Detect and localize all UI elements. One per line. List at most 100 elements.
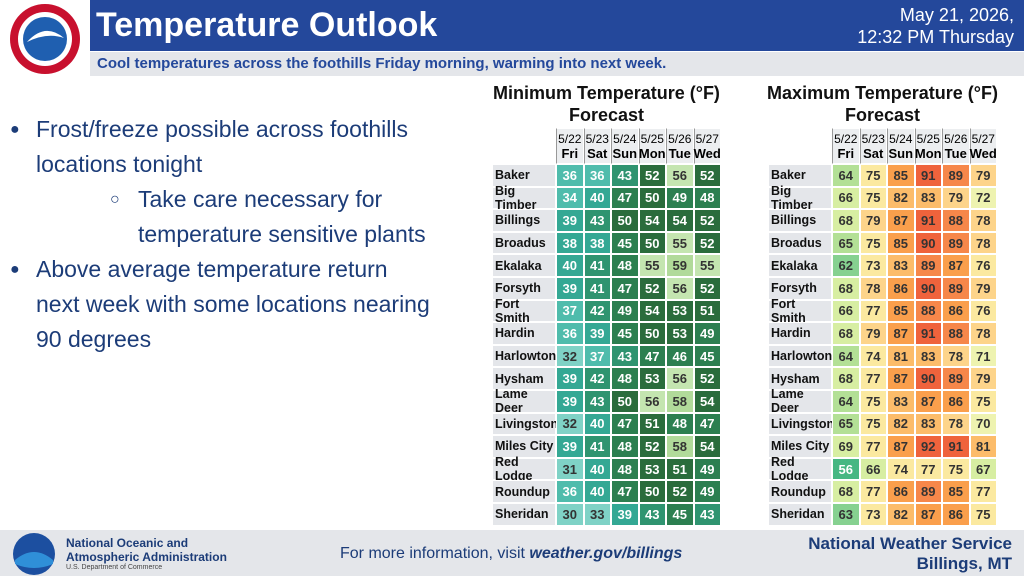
temperature-cell: 79: [969, 277, 997, 300]
row-name: Red Lodge: [768, 455, 832, 483]
row-name: Roundup: [768, 480, 832, 503]
row-name: Broadus: [492, 231, 556, 255]
corner: [768, 128, 832, 164]
temperature-cell: 53: [638, 457, 666, 481]
footer: National Oceanic and Atmospheric Adminis…: [0, 530, 1024, 576]
column-date: 5/22: [558, 131, 582, 146]
temperature-cell: 42: [583, 299, 611, 323]
temperature-cell: 68: [832, 367, 860, 390]
temperature-cell: 40: [583, 186, 611, 210]
temperature-cell: 85: [942, 480, 970, 503]
temperature-cell: 49: [693, 322, 721, 345]
column-date: 5/25: [640, 131, 664, 146]
temperature-cell: 75: [859, 164, 887, 187]
temperature-cell: 87: [887, 367, 915, 390]
temperature-cell: 43: [583, 390, 611, 413]
temperature-cell: 56: [666, 277, 694, 300]
bullet: Above average temperature return next we…: [10, 252, 430, 357]
temperature-cell: 77: [859, 480, 887, 503]
temperature-cell: 88: [914, 299, 942, 323]
temperature-cell: 90: [914, 367, 942, 390]
row-name: Sheridan: [492, 503, 556, 526]
temperature-cell: 85: [887, 299, 915, 323]
temperature-cell: 52: [666, 480, 694, 503]
temperature-cell: 39: [556, 277, 584, 300]
column-day: Sun: [612, 145, 638, 161]
temperature-cell: 36: [556, 480, 584, 503]
column-day: Sun: [888, 145, 914, 161]
temperature-cell: 43: [583, 209, 611, 232]
temperature-cell: 40: [583, 457, 611, 481]
temperature-cell: 90: [914, 231, 942, 255]
row-name: Livingston: [768, 412, 834, 436]
temperature-cell: 65: [832, 231, 860, 255]
temperature-cell: 78: [969, 209, 997, 232]
temperature-cell: 47: [611, 412, 639, 436]
temperature-cell: 52: [693, 231, 721, 255]
column-day: Mon: [638, 145, 666, 161]
temperature-cell: 89: [942, 367, 970, 390]
link[interactable]: weather.gov/billings: [529, 545, 683, 562]
row-name: Miles City: [768, 435, 832, 458]
temperature-cell: 71: [969, 344, 997, 368]
temperature-cell: 51: [693, 299, 721, 323]
row-name: Hardin: [492, 322, 556, 345]
column-day: Tue: [944, 145, 967, 161]
temperature-cell: 52: [638, 164, 666, 187]
temperature-cell: 89: [914, 480, 942, 503]
table-title: Minimum Temperature (°F) Forecast: [482, 82, 731, 126]
temperature-cell: 64: [832, 390, 860, 413]
temperature-cell: 87: [942, 254, 970, 277]
temperature-cell: 56: [666, 164, 694, 187]
temperature-cell: 39: [556, 209, 584, 232]
temperature-cell: 48: [611, 457, 639, 481]
temperature-cell: 75: [859, 186, 887, 210]
temperature-cell: 88: [942, 322, 970, 345]
temperature-cell: 41: [583, 435, 611, 458]
temperature-cell: 39: [556, 435, 584, 458]
temperature-cell: 86: [942, 299, 970, 323]
temperature-cell: 56: [832, 457, 860, 481]
column-day: Wed: [693, 145, 721, 161]
temperature-cell: 87: [887, 435, 915, 458]
temperature-cell: 55: [638, 254, 666, 277]
column-header: 5/22 Fri: [556, 128, 584, 164]
temperature-cell: 47: [638, 344, 666, 368]
corner: [492, 128, 556, 164]
temperature-cell: 86: [887, 480, 915, 503]
temperature-cell: 87: [887, 209, 915, 232]
column-date: 5/27: [971, 131, 995, 146]
temperature-cell: 39: [556, 390, 584, 413]
temperature-cell: 66: [832, 299, 860, 323]
temperature-cell: 49: [693, 480, 721, 503]
temperature-cell: 75: [942, 457, 970, 481]
row-name: Baker: [768, 164, 832, 187]
temperature-cell: 52: [638, 277, 666, 300]
temperature-cell: 30: [556, 503, 584, 526]
temperature-cell: 77: [969, 480, 997, 503]
temperature-cell: 83: [914, 344, 942, 368]
temperature-cell: 43: [693, 503, 721, 526]
time: 12:32 PM Thursday: [857, 27, 1014, 47]
date: May 21, 2026,: [899, 5, 1014, 25]
temperature-cell: 75: [969, 503, 997, 526]
temperature-cell: 43: [611, 344, 639, 368]
subtitle: Cool temperatures across the foothills F…: [97, 55, 667, 72]
row-name: Red Lodge: [492, 455, 556, 483]
noaa-logo: [13, 533, 55, 575]
temperature-cell: 82: [887, 503, 915, 526]
row-name: Lame Deer: [492, 387, 556, 415]
row-name: Ekalaka: [492, 254, 556, 277]
temperature-cell: 73: [859, 254, 887, 277]
temperature-cell: 54: [666, 209, 694, 232]
title: Temperature Outlook: [96, 6, 438, 44]
temperature-cell: 39: [583, 322, 611, 345]
temperature-cell: 58: [666, 435, 694, 458]
temperature-cell: 32: [556, 412, 584, 436]
table-title-line: Forecast: [568, 105, 645, 125]
temperature-cell: 82: [887, 412, 915, 436]
temperature-cell: 51: [638, 412, 666, 436]
temperature-cell: 69: [832, 435, 860, 458]
row-name: Billings: [492, 209, 556, 232]
temperature-cell: 91: [942, 435, 970, 458]
